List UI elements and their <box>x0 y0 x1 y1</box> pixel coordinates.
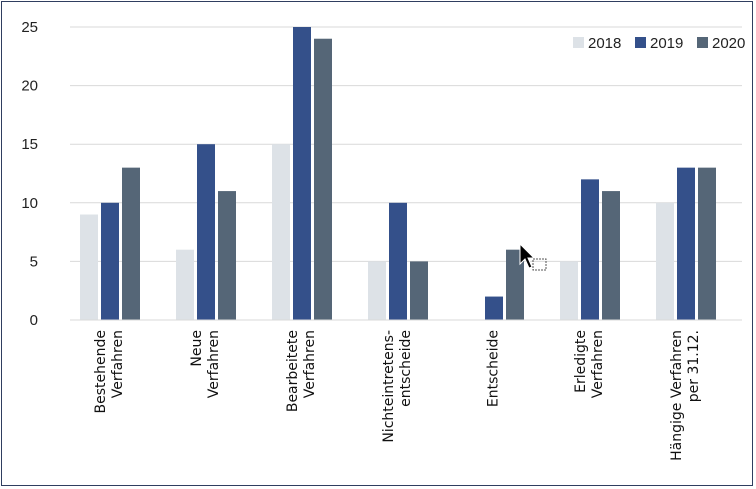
bar-2018-0 <box>80 214 98 320</box>
legend-label: 2018 <box>588 35 621 52</box>
bar-2019-4 <box>485 296 503 320</box>
legend-item-2020: 2020 <box>697 35 745 52</box>
bar-2018-2 <box>272 144 290 320</box>
x-tick-label-line: per 31.12. <box>686 330 702 402</box>
x-tick-label-line: Nichteintretens- <box>381 330 397 443</box>
legend-label: 2020 <box>712 35 745 52</box>
y-axis: 0 5 10 15 20 25 <box>21 19 38 329</box>
bar-2018-1 <box>176 249 194 320</box>
bars <box>80 27 716 320</box>
bar-2019-3 <box>389 202 407 320</box>
legend-item-2019: 2019 <box>635 35 683 52</box>
bar-2020-0 <box>122 167 140 320</box>
legend-swatch <box>697 37 708 48</box>
x-tick-label-line: Verfahren <box>206 330 222 398</box>
bar-2019-6 <box>677 167 695 320</box>
x-tick-label: Erledigte Verfahren <box>573 330 606 398</box>
bar-2020-3 <box>410 261 428 320</box>
bar-2020-6 <box>698 167 716 320</box>
bar-2019-5 <box>581 179 599 320</box>
x-tick-label: Entscheide <box>486 330 502 407</box>
x-tick-label: Hängige Verfahren per 31.12. <box>669 330 702 461</box>
x-tick-label-line: Verfahren <box>110 330 126 398</box>
legend: 2018 2019 2020 <box>573 35 745 52</box>
y-tick-label: 15 <box>21 136 38 153</box>
x-tick-label: Neue Verfahren <box>189 330 222 398</box>
bar-2020-1 <box>218 191 236 320</box>
bar-2020-2 <box>314 38 332 320</box>
x-tick-label: Bearbeitete Verfahren <box>285 330 318 412</box>
x-axis: Bestehende Verfahren Neue Verfahren Bearbeit… <box>70 319 742 461</box>
y-tick-label: 5 <box>30 253 38 270</box>
bar-2018-6 <box>656 202 674 320</box>
x-tick-label-line: Bearbeitete <box>285 330 301 412</box>
bar-2019-2 <box>293 27 311 320</box>
x-tick-label-line: Hängige Verfahren <box>669 330 685 461</box>
legend-item-2018: 2018 <box>573 35 621 52</box>
legend-label: 2019 <box>650 35 683 52</box>
y-tick-label: 0 <box>30 312 38 329</box>
x-tick-label-line: entscheide <box>398 330 414 407</box>
y-tick-label: 10 <box>21 195 38 212</box>
x-tick-label-line: Bestehende <box>93 330 109 413</box>
mouse-cursor-icon <box>519 242 547 271</box>
x-tick-label-line: Erledigte <box>573 330 589 393</box>
bar-2019-1 <box>197 144 215 320</box>
x-tick-label: Nichteintretens-entscheide <box>381 330 414 443</box>
bar-2018-3 <box>368 261 386 320</box>
bar-2020-4 <box>506 249 524 320</box>
bar-2020-5 <box>602 191 620 320</box>
x-tick-label-line: Neue <box>189 330 205 367</box>
legend-swatch <box>635 37 646 48</box>
legend-swatch <box>573 37 584 48</box>
x-tick-label: Bestehende Verfahren <box>93 330 126 413</box>
bar-2018-5 <box>560 261 578 320</box>
y-tick-label: 20 <box>21 78 38 95</box>
x-tick-label-line: Entscheide <box>486 330 502 407</box>
x-tick-label-line: Verfahren <box>302 330 318 398</box>
bar-2019-0 <box>101 202 119 320</box>
y-tick-label: 25 <box>21 19 38 36</box>
x-tick-label-line: Verfahren <box>590 330 606 398</box>
